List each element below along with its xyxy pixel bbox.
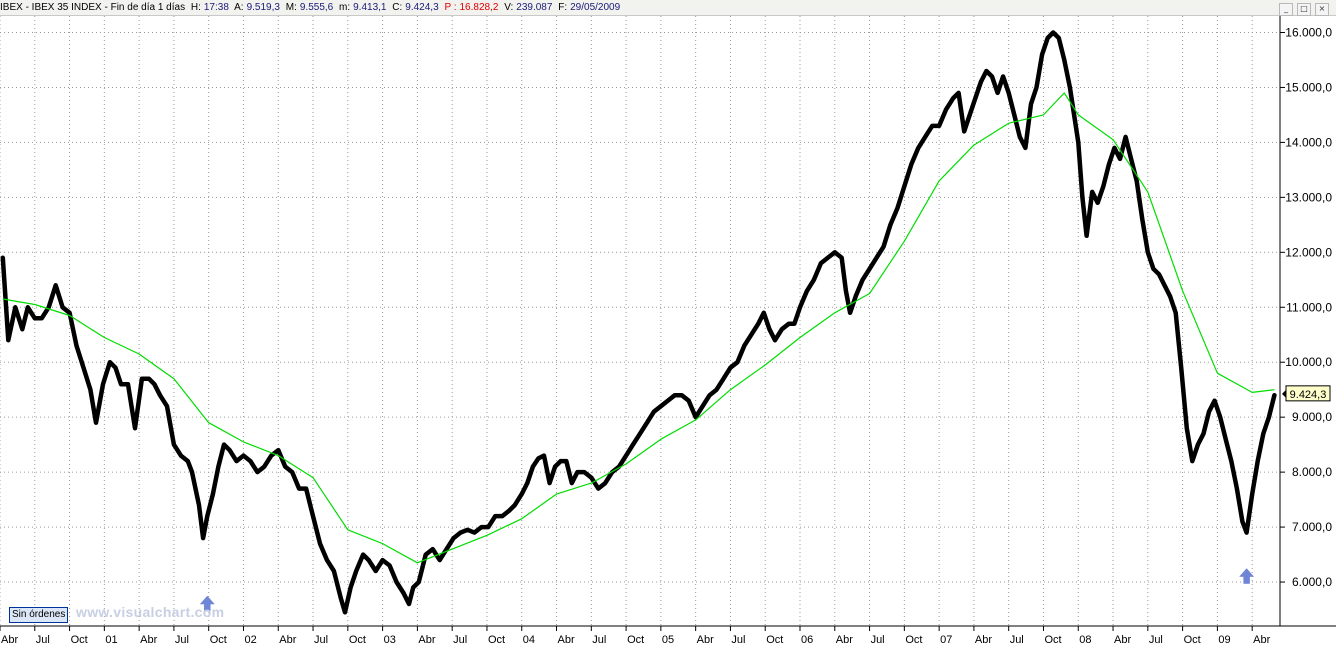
minimize-button[interactable]: _ <box>1279 3 1293 16</box>
max-label: M: <box>285 2 297 13</box>
y-tick-label: 8.000,0 <box>1292 465 1332 479</box>
last-price-label: 9.424,3 <box>1290 389 1327 401</box>
x-tick-label: Abr <box>697 634 714 646</box>
y-tick-label: 15.000,0 <box>1285 80 1332 94</box>
y-tick-label: 16.000,0 <box>1285 25 1332 39</box>
x-tick-label: Jul <box>1010 634 1024 646</box>
chart-header: IBEX - IBEX 35 INDEX - Fin de día 1 días… <box>0 0 1336 16</box>
y-tick-label: 12.000,0 <box>1285 245 1332 259</box>
price-chart[interactable]: 16.000,0 15.000,0 14.000,0 13.000,0 12.000,0… <box>0 16 1336 647</box>
y-tick-label: 9.000,0 <box>1292 410 1332 424</box>
last-price-marker: 9.424,3 <box>1282 385 1331 402</box>
x-tick-label: Abr <box>558 634 575 646</box>
x-tick-label: Jul <box>871 634 885 646</box>
close-label: C: <box>392 2 403 13</box>
markers <box>199 568 1255 612</box>
chart-title: IBEX - IBEX 35 INDEX - Fin de día 1 días <box>0 2 186 13</box>
x-tick-label: 07 <box>940 634 952 646</box>
x-tick-label: Jul <box>36 634 50 646</box>
moving-average-line <box>2 92 1275 564</box>
x-tick-label: Oct <box>766 634 783 646</box>
x-tick-label: Jul <box>1149 634 1163 646</box>
x-tick-label: Jul <box>592 634 606 646</box>
y-tick-label: 11.000,0 <box>1286 300 1332 314</box>
x-tick-label: 02 <box>244 634 256 646</box>
date-label: F: <box>558 2 568 13</box>
x-tick-label: 03 <box>384 634 396 646</box>
last-price-pointer-icon <box>1282 389 1286 398</box>
orders-button[interactable]: Sin órdenes <box>9 607 69 623</box>
y-tick-label: 14.000,0 <box>1285 135 1332 149</box>
x-tick-label: Oct <box>905 634 922 646</box>
x-tick-label: Oct <box>627 634 644 646</box>
x-tick-label: Oct <box>349 634 366 646</box>
x-tick-label: 04 <box>523 634 535 646</box>
series-group <box>0 30 1277 615</box>
p-label: P : <box>444 2 457 13</box>
high-value: 17:38 <box>203 2 229 13</box>
x-tick-label: Oct <box>1044 634 1061 646</box>
x-tick-label: 05 <box>662 634 674 646</box>
high-label: H: <box>190 2 201 13</box>
x-tick-label: 01 <box>105 634 117 646</box>
axes: 16.000,0 15.000,0 14.000,0 13.000,0 12.000,0… <box>0 16 1336 646</box>
x-tick-label: Abr <box>1 634 18 646</box>
open-value: 9.519,3 <box>246 2 280 13</box>
x-tick-label: Abr <box>1253 634 1270 646</box>
min-value: 9.413,1 <box>353 2 387 13</box>
close-button[interactable]: × <box>1315 3 1329 16</box>
x-tick-label: Abr <box>418 634 435 646</box>
y-tick-label: 13.000,0 <box>1285 190 1332 204</box>
x-tick-label: Oct <box>71 634 88 646</box>
x-tick-label: 08 <box>1079 634 1091 646</box>
grid <box>0 16 1280 626</box>
price-series-line <box>0 30 1277 615</box>
x-tick-label: Oct <box>1184 634 1201 646</box>
window-controls: _ □ × <box>1278 1 1332 16</box>
volume-label: V: <box>504 2 514 13</box>
x-tick-label: Jul <box>731 634 745 646</box>
maximize-button[interactable]: □ <box>1297 3 1311 16</box>
volume-value: 239.087 <box>516 2 553 13</box>
date-value: 29/05/2009 <box>570 2 621 13</box>
y-tick-label: 6.000,0 <box>1292 575 1332 589</box>
open-label: A: <box>234 2 244 13</box>
x-tick-label: Oct <box>488 634 505 646</box>
x-tick-label: Abr <box>279 634 296 646</box>
max-value: 9.555,6 <box>299 2 334 13</box>
watermark-text: www.visualchart.com <box>76 604 225 620</box>
x-tick-label: Jul <box>175 634 189 646</box>
y-tick-label: 10.000,0 <box>1285 355 1332 369</box>
x-tick-label: Abr <box>140 634 157 646</box>
y-tick-label: 7.000,0 <box>1292 520 1332 534</box>
x-tick-label: 06 <box>801 634 813 646</box>
x-tick-label: Jul <box>314 634 328 646</box>
x-tick-label: Abr <box>975 634 992 646</box>
up-arrow-icon <box>199 595 215 612</box>
x-tick-label: Abr <box>1114 634 1131 646</box>
x-tick-label: 09 <box>1218 634 1230 646</box>
up-arrow-icon <box>1239 568 1255 584</box>
close-value: 9.424,3 <box>405 2 439 13</box>
p-value: 16.828,2 <box>459 2 499 13</box>
x-tick-label: Abr <box>836 634 853 646</box>
x-tick-label: Oct <box>210 634 227 646</box>
x-tick-label: Jul <box>453 634 467 646</box>
min-label: m: <box>339 2 351 13</box>
